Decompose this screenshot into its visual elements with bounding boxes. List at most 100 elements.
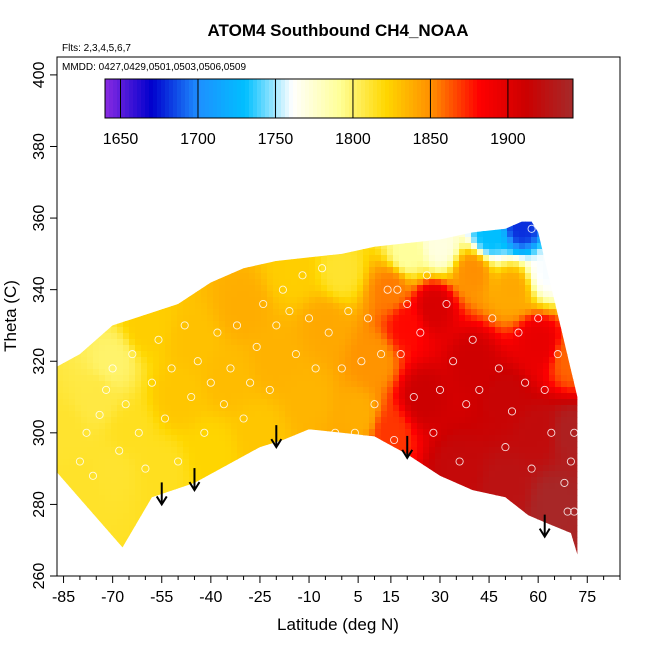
field-cell <box>159 435 166 442</box>
field-cell <box>93 417 100 424</box>
field-cell <box>129 321 136 328</box>
field-cell <box>69 129 76 136</box>
field-cell <box>93 495 100 502</box>
field-cell <box>387 315 394 322</box>
field-cell <box>231 525 238 532</box>
field-cell <box>315 441 322 448</box>
field-cell <box>303 531 310 538</box>
field-cell <box>147 417 154 424</box>
field-cell <box>279 221 286 226</box>
field-cell <box>135 447 142 454</box>
field-cell <box>345 63 352 70</box>
field-cell <box>303 225 310 232</box>
field-cell <box>123 429 130 436</box>
field-cell <box>369 477 376 484</box>
field-cell <box>141 315 148 322</box>
field-cell <box>345 549 352 555</box>
field-cell <box>219 435 226 442</box>
field-cell <box>279 315 286 322</box>
field-cell <box>135 267 142 274</box>
field-cell <box>81 231 88 238</box>
field-cell <box>135 189 142 196</box>
field-cell <box>117 315 124 322</box>
field-cell <box>267 525 274 532</box>
field-cell <box>237 555 244 562</box>
field-cell <box>225 309 232 316</box>
field-cell <box>105 513 112 520</box>
field-cell <box>183 237 190 244</box>
field-cell <box>189 441 196 448</box>
field-cell <box>57 221 64 226</box>
field-cell <box>159 153 166 160</box>
field-cell <box>387 411 394 418</box>
field-cell <box>399 177 406 184</box>
field-cell <box>267 309 274 316</box>
field-cell <box>69 417 76 424</box>
field-cell <box>153 255 160 262</box>
field-cell <box>87 435 94 442</box>
field-cell <box>129 249 136 256</box>
field-cell <box>261 207 268 214</box>
field-cell <box>315 153 322 160</box>
field-cell <box>255 471 262 478</box>
field-cell <box>399 129 406 136</box>
field-cell <box>309 279 316 286</box>
field-cell <box>165 207 172 214</box>
field-cell <box>273 345 280 352</box>
field-cell <box>381 63 388 70</box>
field-cell <box>135 321 142 328</box>
field-cell <box>243 267 250 274</box>
field-cell <box>81 327 88 334</box>
field-cell <box>333 411 340 418</box>
field-cell <box>267 237 274 244</box>
field-cell <box>309 399 316 406</box>
field-cell <box>183 221 190 226</box>
field-cell <box>333 225 340 232</box>
field-cell <box>63 207 70 214</box>
field-cell <box>261 537 268 544</box>
field-cell <box>75 279 82 286</box>
field-cell <box>273 495 280 502</box>
field-cell <box>303 123 310 130</box>
field-cell <box>285 171 292 178</box>
field-cell <box>381 369 388 376</box>
field-cell <box>141 189 148 196</box>
field-cell <box>231 549 238 555</box>
field-cell <box>123 471 130 478</box>
field-cell <box>153 129 160 136</box>
field-cell <box>231 297 238 304</box>
field-cell <box>363 171 370 178</box>
field-cell <box>117 273 124 280</box>
field-cell <box>201 417 208 424</box>
field-cell <box>303 495 310 502</box>
field-cell <box>237 255 244 262</box>
field-cell <box>129 177 136 184</box>
field-cell <box>171 339 178 346</box>
field-cell <box>177 483 184 490</box>
field-cell <box>129 459 136 466</box>
field-cell <box>321 255 328 262</box>
field-cell <box>345 221 352 226</box>
field-cell <box>297 531 304 538</box>
field-cell <box>231 369 238 376</box>
field-cell <box>219 189 226 196</box>
field-cell <box>381 465 388 472</box>
field-cell <box>255 195 262 202</box>
field-cell <box>267 567 274 574</box>
field-cell <box>261 399 268 406</box>
field-cell <box>357 555 364 562</box>
field-cell <box>201 459 208 466</box>
field-cell <box>357 513 364 520</box>
field-cell <box>81 489 88 496</box>
field-cell <box>153 345 160 352</box>
field-cell <box>189 477 196 484</box>
field-cell <box>63 117 70 124</box>
field-cell <box>63 537 70 544</box>
field-cell <box>333 441 340 448</box>
field-cell <box>285 159 292 166</box>
field-cell <box>267 369 274 376</box>
field-cell <box>189 357 196 364</box>
field-cell <box>387 441 394 448</box>
field-cell <box>303 429 310 436</box>
field-cell <box>279 555 286 562</box>
